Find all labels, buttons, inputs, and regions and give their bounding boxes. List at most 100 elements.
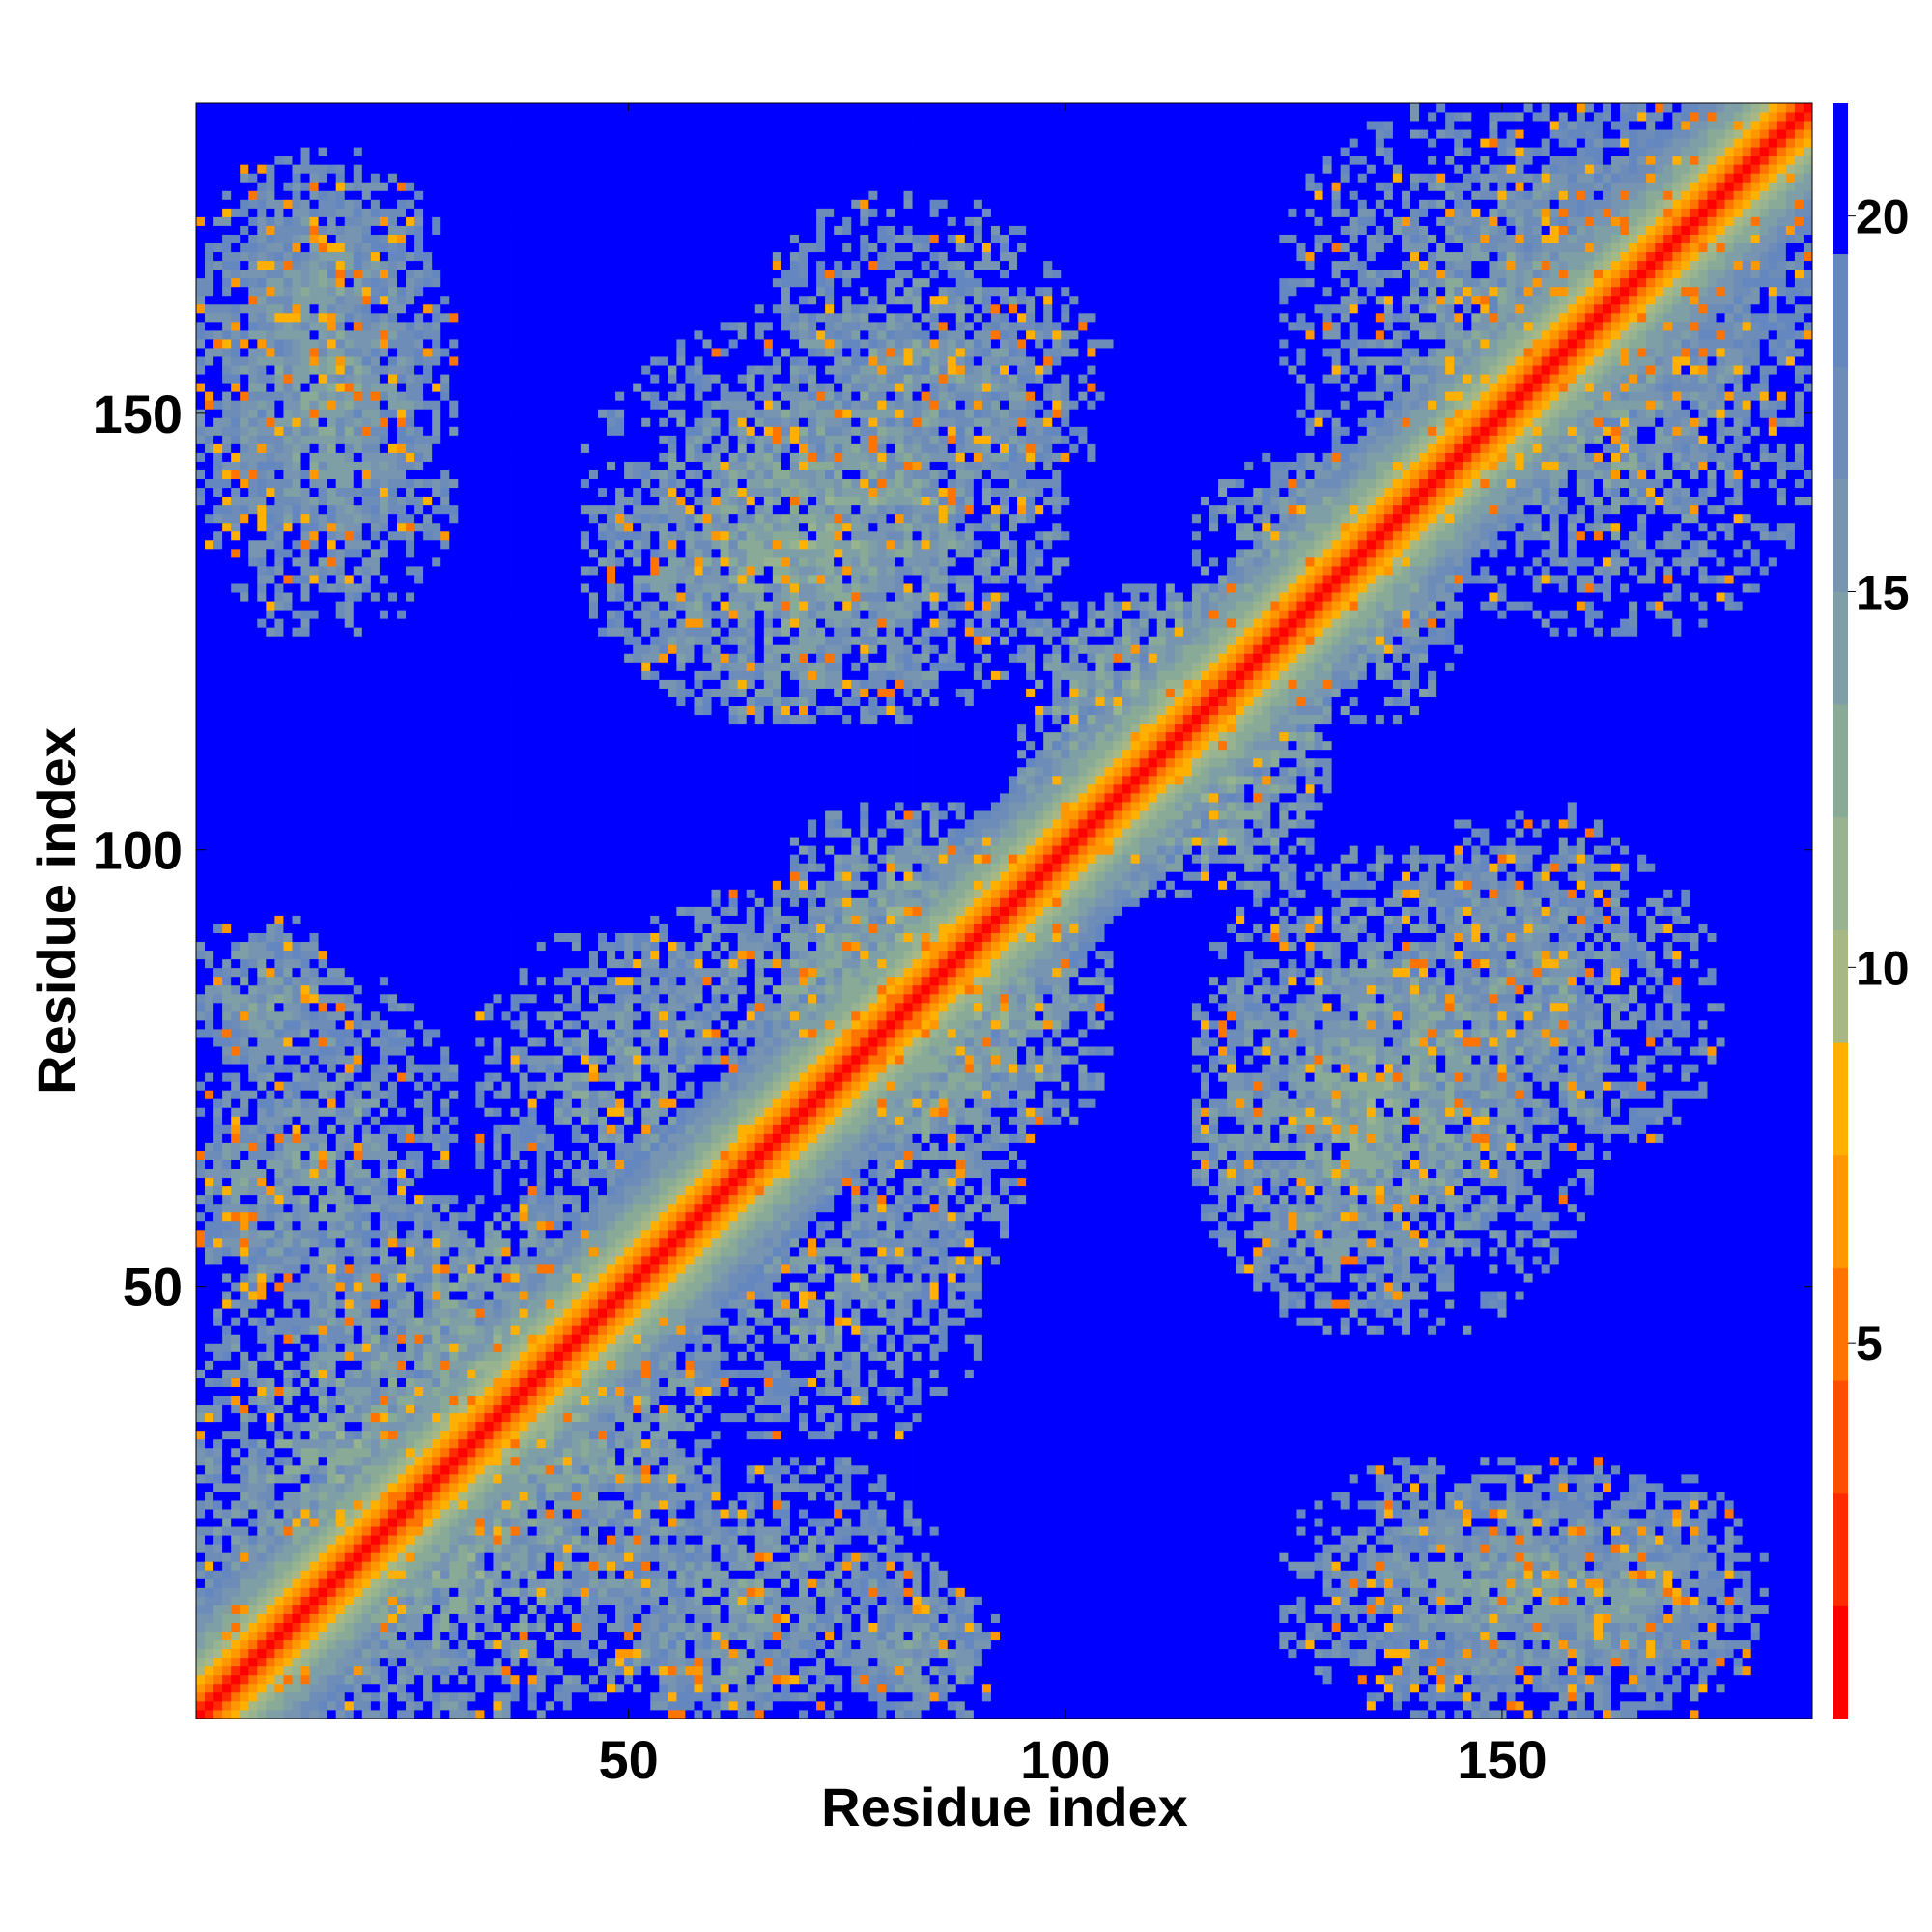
heatmap-cell [266,994,274,1003]
heatmap-cell [231,1343,240,1351]
heatmap-cell [205,1526,213,1535]
heatmap-cell [266,1649,274,1658]
heatmap-cell [266,1212,274,1221]
heatmap-cell [213,1264,222,1273]
heatmap-cell [257,1212,266,1221]
heatmap-cell [240,1064,248,1072]
heatmap-cell [231,103,240,112]
heatmap-cell [240,1308,248,1317]
heatmap-cell [240,417,248,426]
heatmap-cell [213,1003,222,1011]
heatmap-cell [231,190,240,199]
heatmap-cell [240,540,248,549]
heatmap-cell [222,583,231,592]
heatmap-cell [240,1500,248,1509]
heatmap-cell [196,1396,205,1405]
heatmap-cell [240,549,248,557]
heatmap-cell [213,644,222,653]
heatmap-cell [213,1570,222,1578]
heatmap-cell [196,863,205,871]
heatmap-cell [205,540,213,549]
heatmap-cell [248,1518,257,1526]
heatmap-cell [213,1658,222,1666]
heatmap-cell [248,147,257,156]
heatmap-cell [205,523,213,531]
heatmap-cell [231,1552,240,1561]
heatmap-cell [231,1710,240,1719]
heatmap-cell [257,270,266,278]
heatmap-cell [248,173,257,182]
heatmap-cell [196,906,205,915]
heatmap-cell [205,1396,213,1405]
heatmap-cell [222,924,231,933]
heatmap-cell [266,1483,274,1492]
heatmap-cell [240,1465,248,1474]
heatmap-cell [231,182,240,190]
heatmap-cell [231,1020,240,1029]
heatmap-cell [240,1632,248,1640]
heatmap-cell [213,1037,222,1046]
heatmap-cell [196,1351,205,1360]
heatmap-cell [231,1405,240,1413]
heatmap-cell [196,1020,205,1029]
heatmap-cell [196,1011,205,1020]
heatmap-cell [196,697,205,706]
heatmap-cell [248,374,257,383]
heatmap-cell [231,443,240,452]
heatmap-cell [222,173,231,182]
heatmap-cell [196,1264,205,1273]
heatmap-cell [266,741,274,750]
heatmap-cell [222,1544,231,1552]
heatmap-cell [257,1351,266,1360]
heatmap-cell [205,1343,213,1351]
heatmap-cell [222,1264,231,1273]
heatmap-cell [196,1325,205,1334]
heatmap-cell [222,435,231,443]
heatmap-cell [248,1596,257,1605]
heatmap-cell [213,1055,222,1064]
heatmap-cell [257,296,266,304]
heatmap-cell [213,1064,222,1072]
heatmap-cell [196,287,205,296]
heatmap-cell [205,296,213,304]
heatmap-cell [205,1448,213,1457]
heatmap-cell [231,1299,240,1308]
heatmap-cell [196,1535,205,1544]
heatmap-cell [240,968,248,977]
heatmap-cell [222,715,231,724]
heatmap-cell [257,1238,266,1247]
heatmap-cell [240,1431,248,1439]
heatmap-cell [248,1055,257,1064]
heatmap-cell [205,1422,213,1431]
heatmap-cell [248,356,257,365]
heatmap-cell [240,1378,248,1387]
heatmap-cell [205,1552,213,1561]
heatmap-cell [240,601,248,610]
heatmap-cell [231,1492,240,1500]
heatmap-cell [222,1291,231,1299]
heatmap-cell [196,1483,205,1492]
heatmap-cell [266,1343,274,1351]
heatmap-cell [222,1623,231,1632]
heatmap-cell [231,549,240,557]
heatmap-cell [248,523,257,531]
heatmap-cell [205,784,213,793]
heatmap-cell [213,1247,222,1256]
heatmap-cell [240,618,248,627]
heatmap-cell [205,443,213,452]
heatmap-cell [196,1178,205,1186]
heatmap-cell [196,1317,205,1325]
heatmap-cell [240,112,248,121]
heatmap-cell [257,1570,266,1578]
heatmap-cell [248,828,257,837]
heatmap-cell [266,1081,274,1090]
heatmap-cell [196,1422,205,1431]
heatmap-cell [205,479,213,488]
heatmap-cell [257,147,266,156]
heatmap-cell [240,767,248,776]
heatmap-cell [196,1212,205,1221]
heatmap-cell [205,1204,213,1212]
heatmap-cell [257,1596,266,1605]
heatmap-cell [196,750,205,758]
heatmap-cell [240,1578,248,1587]
